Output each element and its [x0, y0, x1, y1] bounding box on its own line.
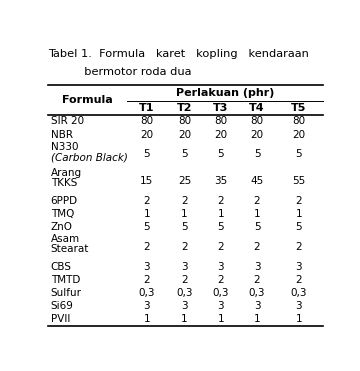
- Text: 5: 5: [254, 222, 260, 232]
- Text: PVII: PVII: [50, 314, 70, 324]
- Text: 3: 3: [254, 262, 260, 272]
- Text: 3: 3: [217, 301, 224, 311]
- Text: 5: 5: [296, 222, 302, 232]
- Text: 2: 2: [144, 196, 150, 206]
- Text: 45: 45: [251, 176, 264, 186]
- Text: 1: 1: [144, 314, 150, 324]
- Text: 55: 55: [292, 176, 306, 186]
- Text: 2: 2: [296, 196, 302, 206]
- Text: Tabel 1.  Formula   karet   kopling   kendaraan: Tabel 1. Formula karet kopling kendaraan: [48, 49, 309, 59]
- Text: ZnO: ZnO: [50, 222, 73, 232]
- Text: 1: 1: [254, 209, 260, 219]
- Text: 5: 5: [181, 150, 188, 160]
- Text: 2: 2: [254, 242, 260, 252]
- Text: bermotor roda dua: bermotor roda dua: [48, 66, 191, 76]
- Text: TMQ: TMQ: [50, 209, 74, 219]
- Text: 0,3: 0,3: [212, 288, 229, 298]
- Text: Arang: Arang: [50, 168, 82, 178]
- Text: 5: 5: [144, 150, 150, 160]
- Text: T2: T2: [177, 103, 192, 113]
- Text: 2: 2: [217, 242, 224, 252]
- Text: 2: 2: [296, 242, 302, 252]
- Text: Formula: Formula: [62, 95, 113, 105]
- Text: 2: 2: [217, 275, 224, 285]
- Text: 25: 25: [178, 176, 191, 186]
- Text: 80: 80: [292, 116, 305, 127]
- Text: 1: 1: [217, 314, 224, 324]
- Text: 2: 2: [296, 275, 302, 285]
- Text: 3: 3: [296, 262, 302, 272]
- Text: 1: 1: [144, 209, 150, 219]
- Text: 5: 5: [217, 222, 224, 232]
- Text: 1: 1: [296, 209, 302, 219]
- Text: 2: 2: [144, 242, 150, 252]
- Text: TKKS: TKKS: [50, 178, 77, 188]
- Text: T3: T3: [213, 103, 229, 113]
- Text: Perlakuan (phr): Perlakuan (phr): [176, 88, 274, 98]
- Text: 20: 20: [214, 129, 227, 139]
- Text: 5: 5: [144, 222, 150, 232]
- Text: 2: 2: [254, 196, 260, 206]
- Text: T5: T5: [291, 103, 307, 113]
- Text: 3: 3: [217, 262, 224, 272]
- Text: 20: 20: [292, 129, 305, 139]
- Text: 0,3: 0,3: [249, 288, 265, 298]
- Text: 15: 15: [140, 176, 153, 186]
- Text: 3: 3: [181, 301, 188, 311]
- Text: 20: 20: [140, 129, 153, 139]
- Text: 0,3: 0,3: [176, 288, 193, 298]
- Text: 2: 2: [181, 242, 188, 252]
- Text: (Carbon Black): (Carbon Black): [50, 152, 127, 162]
- Text: 2: 2: [217, 196, 224, 206]
- Text: Si69: Si69: [50, 301, 73, 311]
- Text: 80: 80: [140, 116, 153, 127]
- Text: 0,3: 0,3: [291, 288, 307, 298]
- Text: 20: 20: [178, 129, 191, 139]
- Text: 35: 35: [214, 176, 228, 186]
- Text: NBR: NBR: [50, 129, 73, 139]
- Text: 2: 2: [181, 196, 188, 206]
- Text: Asam: Asam: [50, 234, 80, 244]
- Text: 1: 1: [217, 209, 224, 219]
- Text: T1: T1: [139, 103, 154, 113]
- Text: 2: 2: [144, 275, 150, 285]
- Text: 3: 3: [181, 262, 188, 272]
- Text: 3: 3: [296, 301, 302, 311]
- Text: Sulfur: Sulfur: [50, 288, 82, 298]
- Text: 5: 5: [217, 150, 224, 160]
- Text: Stearat: Stearat: [50, 244, 89, 255]
- Text: 1: 1: [181, 314, 188, 324]
- Text: 3: 3: [144, 262, 150, 272]
- Text: T4: T4: [249, 103, 265, 113]
- Text: 20: 20: [251, 129, 264, 139]
- Text: 3: 3: [144, 301, 150, 311]
- Text: 5: 5: [181, 222, 188, 232]
- Text: 5: 5: [296, 150, 302, 160]
- Text: CBS: CBS: [50, 262, 72, 272]
- Text: 0,3: 0,3: [139, 288, 155, 298]
- Text: 6PPD: 6PPD: [50, 196, 78, 206]
- Text: 1: 1: [181, 209, 188, 219]
- Text: SIR 20: SIR 20: [50, 116, 84, 127]
- Text: 2: 2: [181, 275, 188, 285]
- Text: TMTD: TMTD: [50, 275, 80, 285]
- Text: 2: 2: [254, 275, 260, 285]
- Text: 80: 80: [214, 116, 227, 127]
- Text: 5: 5: [254, 150, 260, 160]
- Text: 3: 3: [254, 301, 260, 311]
- Text: 80: 80: [251, 116, 264, 127]
- Text: 80: 80: [178, 116, 191, 127]
- Text: N330: N330: [50, 142, 78, 152]
- Text: 1: 1: [296, 314, 302, 324]
- Text: 1: 1: [254, 314, 260, 324]
